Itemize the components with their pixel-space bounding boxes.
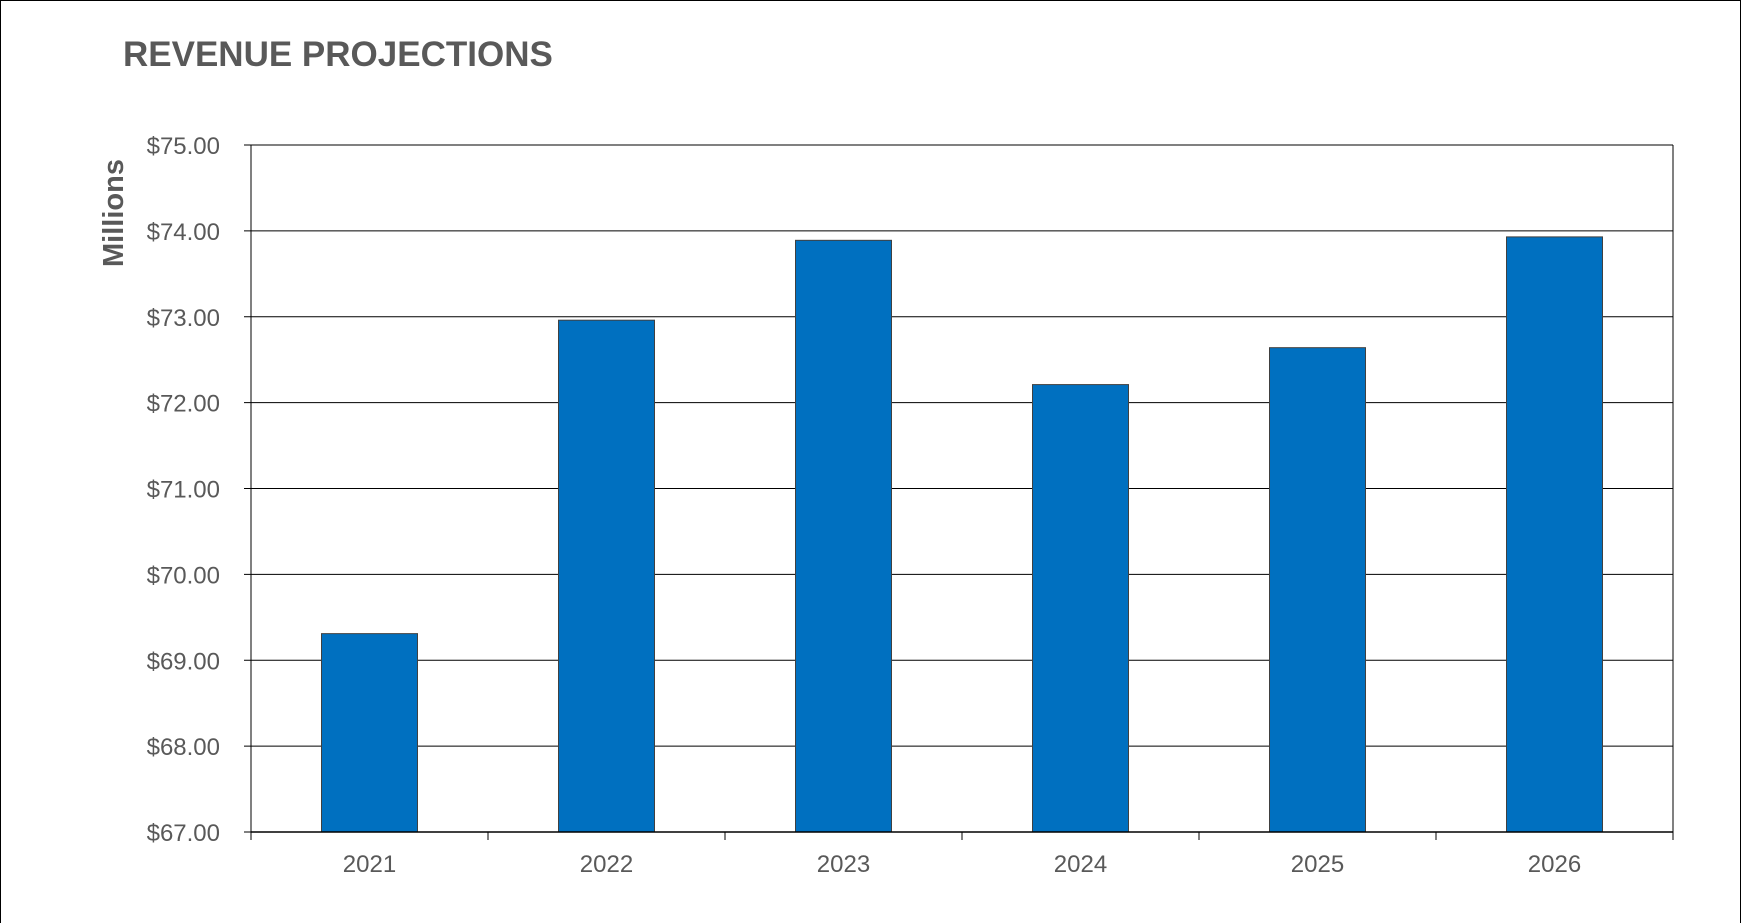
x-tick-label: 2026 <box>1528 851 1581 878</box>
x-tick-label: 2025 <box>1291 851 1344 878</box>
y-tick-label: $72.00 <box>147 391 220 418</box>
axes <box>244 144 1674 840</box>
y-tick-label: $74.00 <box>147 219 220 246</box>
y-tick-label: $71.00 <box>147 477 220 504</box>
bar-2022 <box>558 319 655 833</box>
bar-2024 <box>1032 384 1129 833</box>
bar-2026 <box>1506 236 1603 833</box>
bars <box>321 236 1603 833</box>
x-tick-label: 2021 <box>343 851 396 878</box>
tick-labels: $67.00 $68.00 $69.00 $70.00 $71.00 $72.00 $73.… <box>147 133 1582 878</box>
x-tick-label: 2022 <box>580 851 633 878</box>
y-axis-title: Millions <box>98 159 130 267</box>
chart-title: REVENUE PROJECTIONS <box>123 35 553 74</box>
gridlines <box>251 144 1673 833</box>
bar-2023 <box>795 239 892 833</box>
y-tick-label: $70.00 <box>147 562 220 589</box>
y-tick-label: $68.00 <box>147 734 220 761</box>
bar-2021 <box>321 633 418 833</box>
bar-2025 <box>1269 347 1366 833</box>
x-tick-label: 2024 <box>1054 851 1107 878</box>
y-tick-label: $69.00 <box>147 648 220 675</box>
y-tick-label: $73.00 <box>147 305 220 332</box>
y-tick-label: $67.00 <box>147 820 220 847</box>
y-tick-label: $75.00 <box>147 133 220 160</box>
x-tick-label: 2023 <box>817 851 870 878</box>
